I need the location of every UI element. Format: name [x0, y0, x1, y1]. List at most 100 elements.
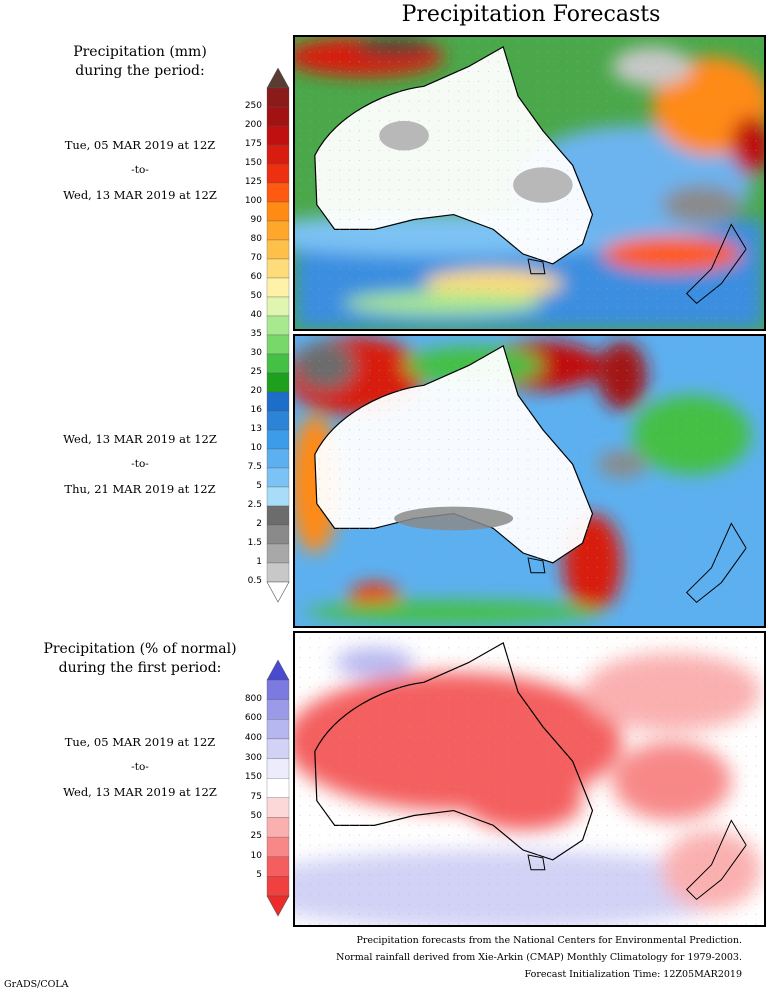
amount-colorbar-swatch	[266, 182, 290, 203]
period2-separator: -to-	[131, 458, 149, 470]
amount-colorbar	[266, 67, 290, 603]
period1-label: Tue, 05 MAR 2019 at 12Z -to- Wed, 13 MAR…	[20, 138, 260, 202]
period3-end: Wed, 13 MAR 2019 at 12Z	[63, 785, 217, 799]
amount-colorbar-tick-label: 1.5	[247, 538, 262, 548]
percent-heading-line1: Precipitation (% of normal)	[43, 641, 237, 657]
amount-colorbar-tick-label: 80	[250, 234, 262, 244]
amount-legend-heading: Precipitation (mm) during the period:	[20, 43, 260, 81]
period1-start: Tue, 05 MAR 2019 at 12Z	[64, 138, 216, 152]
percent-colorbar-swatch	[266, 797, 290, 818]
percent-colorbar-swatch	[266, 778, 290, 798]
percent-colorbar-tick-label: 150	[244, 772, 262, 783]
percent-colorbar-tick-label: 800	[244, 693, 262, 704]
amount-colorbar-tick-label: 2.5	[247, 500, 262, 510]
amount-colorbar-tick-label: 20	[250, 386, 262, 396]
percent-colorbar-swatch	[266, 679, 290, 700]
amount-colorbar-swatch	[266, 163, 290, 184]
footer-line1: Precipitation forecasts from the Nationa…	[356, 935, 743, 946]
amount-colorbar-swatch	[266, 125, 290, 146]
amount-colorbar-tick-label: 25	[250, 367, 262, 377]
percent-colorbar-swatch	[266, 719, 290, 740]
precip-map-week2	[293, 334, 766, 628]
percent-colorbar-tick-label: 400	[244, 732, 262, 743]
percent-colorbar-tick-label: 75	[250, 791, 262, 802]
amount-colorbar-tick-label: 40	[250, 310, 262, 320]
amount-colorbar-tick-label: 150	[244, 158, 262, 168]
amount-colorbar-top-cap	[266, 67, 290, 89]
amount-colorbar-swatch	[266, 410, 290, 431]
amount-colorbar-swatch	[266, 505, 290, 526]
amount-colorbar-swatch	[266, 106, 290, 127]
amount-colorbar-swatch	[266, 220, 290, 241]
amount-colorbar-tick-label: 16	[250, 405, 262, 415]
period2-end: Thu, 21 MAR 2019 at 12Z	[64, 482, 216, 496]
amount-colorbar-swatch	[266, 562, 290, 583]
amount-colorbar-swatch	[266, 486, 290, 507]
amount-colorbar-swatch	[266, 467, 290, 488]
amount-colorbar-swatch	[266, 372, 290, 393]
amount-colorbar-swatch	[266, 87, 290, 108]
amount-colorbar-swatch	[266, 201, 290, 222]
period3-label: Tue, 05 MAR 2019 at 12Z -to- Wed, 13 MAR…	[20, 735, 260, 799]
percent-colorbar-tick-label: 50	[250, 811, 262, 822]
amount-colorbar-tick-label: 7.5	[247, 462, 262, 472]
amount-colorbar-swatch	[266, 239, 290, 260]
percent-legend-heading: Precipitation (% of normal) during the f…	[20, 640, 260, 678]
percent-colorbar	[266, 659, 290, 917]
percent-colorbar-tick-label: 5	[256, 870, 262, 881]
percent-heading-line2: during the first period:	[58, 660, 222, 676]
percent-colorbar-tick-label: 600	[244, 713, 262, 724]
amount-colorbar-swatch	[266, 353, 290, 374]
percent-colorbar-top-cap	[266, 659, 290, 681]
period3-start: Tue, 05 MAR 2019 at 12Z	[64, 735, 216, 749]
amount-colorbar-tick-label: 10	[250, 443, 262, 453]
amount-colorbar-tick-label: 0.5	[247, 576, 262, 586]
amount-colorbar-tick-label: 125	[244, 177, 262, 187]
period1-end: Wed, 13 MAR 2019 at 12Z	[63, 188, 217, 202]
footer-line3: Forecast Initialization Time: 12Z05MAR20…	[524, 969, 742, 980]
amount-colorbar-tick-label: 1	[256, 557, 262, 567]
amount-colorbar-swatch	[266, 543, 290, 564]
percent-colorbar-tick-label: 25	[250, 831, 262, 842]
amount-colorbar-tick-label: 30	[250, 348, 262, 358]
grads-credit: GrADS/COLA	[4, 979, 69, 990]
amount-heading-line2: during the period:	[75, 63, 205, 79]
period2-start: Wed, 13 MAR 2019 at 12Z	[63, 432, 217, 446]
percent-colorbar-tick-label: 300	[244, 752, 262, 763]
amount-colorbar-swatch	[266, 429, 290, 450]
period1-separator: -to-	[131, 164, 149, 176]
amount-colorbar-tick-label: 175	[244, 139, 262, 149]
amount-colorbar-swatch	[266, 524, 290, 545]
amount-heading-line1: Precipitation (mm)	[73, 44, 207, 60]
amount-colorbar-tick-label: 35	[250, 329, 262, 339]
amount-colorbar-swatch	[266, 277, 290, 298]
amount-colorbar-swatch	[266, 448, 290, 469]
amount-colorbar-tick-label: 50	[250, 291, 262, 301]
amount-colorbar-tick-label: 13	[250, 424, 262, 434]
amount-colorbar-swatch	[266, 391, 290, 412]
amount-colorbar-tick-label: 250	[244, 101, 262, 111]
amount-colorbar-tick-label: 70	[250, 253, 262, 263]
percent-colorbar-tick-label: 10	[250, 850, 262, 861]
amount-colorbar-tick-label: 5	[256, 481, 262, 491]
amount-colorbar-bottom-cap	[266, 581, 290, 603]
amount-colorbar-tick-label: 90	[250, 215, 262, 225]
amount-colorbar-tick-label: 2	[256, 519, 262, 529]
period2-label: Wed, 13 MAR 2019 at 12Z -to- Thu, 21 MAR…	[20, 432, 260, 496]
percent-colorbar-swatch	[266, 876, 290, 897]
amount-colorbar-tick-label: 60	[250, 272, 262, 282]
percent-colorbar-swatch	[266, 738, 290, 759]
amount-colorbar-swatch	[266, 144, 290, 165]
percent-colorbar-swatch	[266, 758, 290, 779]
percent-colorbar-swatch	[266, 836, 290, 857]
percent-colorbar-swatch	[266, 817, 290, 838]
amount-colorbar-swatch	[266, 334, 290, 355]
footer-line2: Normal rainfall derived from Xie-Arkin (…	[336, 952, 742, 963]
percent-normal-map	[293, 631, 766, 927]
percent-colorbar-swatch	[266, 856, 290, 877]
percent-colorbar-bottom-cap	[266, 895, 290, 917]
footer-notes: Precipitation forecasts from the Nationa…	[336, 932, 742, 983]
period3-separator: -to-	[131, 761, 149, 773]
precip-map-week1	[293, 35, 766, 331]
amount-colorbar-tick-label: 100	[244, 196, 262, 206]
